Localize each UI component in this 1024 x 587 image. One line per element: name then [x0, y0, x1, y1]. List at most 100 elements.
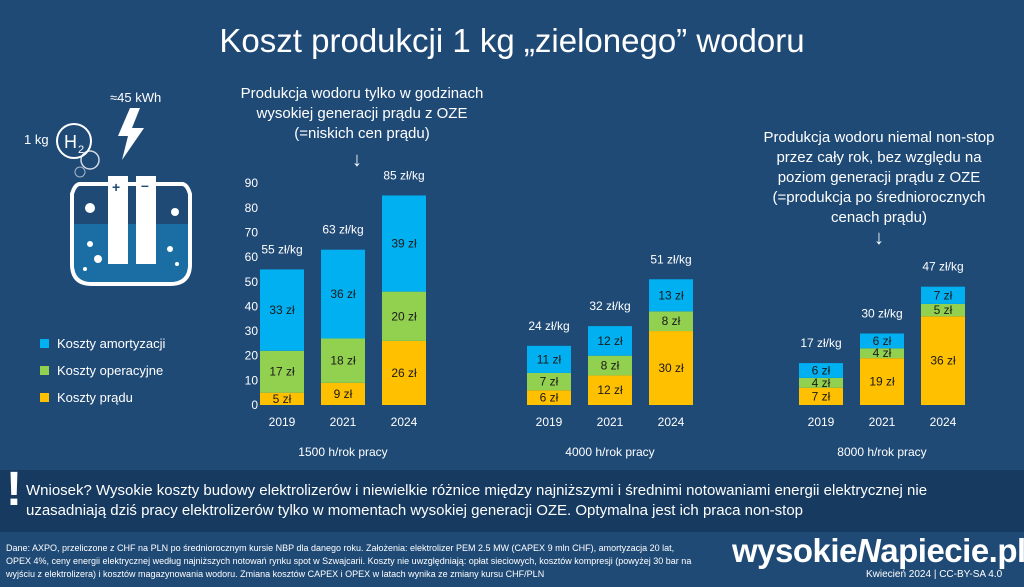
annotation-right-line-3: poziom generacji prądu z OZE [777, 169, 981, 186]
bar-segment-amortization [382, 195, 426, 292]
data-label: 12 zł [597, 383, 623, 397]
molecule-subscript: 2 [78, 144, 84, 156]
total-label: 51 zł/kg [650, 252, 691, 266]
x-tick-label: 2019 [536, 415, 563, 429]
brand-mark: N [856, 532, 881, 569]
bar-segment-electricity [527, 390, 571, 405]
bar-segment-electricity [921, 316, 965, 405]
x-tick-label: 2024 [658, 415, 685, 429]
data-label: 7 zł [934, 288, 953, 302]
bar-segment-operational [321, 338, 365, 383]
data-label: 9 zł [334, 387, 353, 401]
data-label: 6 zł [873, 334, 892, 348]
y-tick-label: 40 [245, 299, 259, 313]
data-label: 7 zł [812, 389, 831, 403]
brand-logo: wysokieNapiecie.pl [732, 532, 1024, 569]
group-label: 4000 h/rok pracy [565, 445, 654, 459]
legend-swatch [40, 393, 49, 402]
bar-segment-amortization [260, 269, 304, 351]
y-tick-label: 60 [245, 250, 259, 264]
svg-text:+: + [112, 179, 120, 195]
y-tick-label: 50 [245, 275, 259, 289]
data-label: 17 zł [269, 365, 295, 379]
molecule-label: H [64, 132, 77, 152]
annotation-right-line-5: cenach prądu) [831, 209, 927, 226]
legend-swatch [40, 366, 49, 375]
mass-label: 1 kg [24, 132, 49, 147]
legend-item-electricity: Koszty prądu [40, 390, 165, 405]
x-tick-label: 2019 [269, 415, 296, 429]
bar-segment-amortization [860, 333, 904, 349]
total-label: 30 zł/kg [861, 307, 902, 321]
x-tick-label: 2021 [330, 415, 357, 429]
y-tick-label: 20 [245, 349, 259, 363]
bar-segment-electricity [382, 340, 426, 405]
annotation-left-line-3: (=niskich cen prądu) [294, 125, 430, 142]
y-tick-label: 80 [245, 201, 259, 215]
y-tick-label: 90 [245, 176, 259, 190]
bar-segment-operational [260, 350, 304, 393]
bar-segment-amortization [527, 345, 571, 373]
page-title: Koszt produkcji 1 kg „zielonego” wodoru [219, 22, 805, 59]
total-label: 17 zł/kg [800, 336, 841, 350]
x-tick-label: 2024 [930, 415, 957, 429]
arrow-down-icon: ↓ [352, 149, 362, 171]
cost-chart: 0 10 20 30 40 50 60 70 80 90 1500 h/rok pracy 5 zł 1… [245, 168, 965, 459]
lightning-icon [118, 108, 144, 160]
y-tick-label: 0 [251, 398, 258, 412]
y-tick-label: 30 [245, 324, 259, 338]
bar-segment-operational [799, 377, 843, 388]
data-label: 19 zł [869, 375, 895, 389]
total-label: 55 zł/kg [261, 242, 302, 256]
data-label: 8 zł [662, 314, 681, 328]
data-label: 18 zł [330, 354, 356, 368]
svg-text:–: – [141, 177, 149, 193]
annotation-right-line-1: Produkcja wodoru niemal non-stop [763, 129, 995, 146]
annotation-left-line-2: wysokiej generacji prądu z OZE [256, 105, 468, 122]
bar-segment-amortization [921, 286, 965, 304]
energy-label: ≈45 kWh [110, 90, 161, 105]
annotation-right: Produkcja wodoru niemal non-stop przez c… [744, 128, 1014, 248]
bar-segment-amortization [588, 326, 632, 356]
data-label: 11 zł [537, 352, 562, 366]
publication-date: Kwiecień 2024 | CC-BY-SA 4.0 [866, 569, 1003, 580]
exclamation-icon: ! [6, 463, 22, 516]
legend-item-operational: Koszty operacyjne [40, 363, 165, 378]
bar-segment-operational [649, 311, 693, 332]
total-label: 85 zł/kg [383, 168, 424, 182]
data-label: 33 zł [269, 303, 295, 317]
total-label: 24 zł/kg [528, 319, 569, 333]
arrow-down-icon: ↓ [874, 227, 884, 249]
conclusion-box [0, 470, 1024, 532]
y-tick-label: 10 [245, 373, 259, 387]
bar-segment-operational [382, 291, 426, 341]
x-tick-label: 2019 [808, 415, 835, 429]
bar-segment-amortization [799, 363, 843, 378]
y-tick-label: 70 [245, 225, 259, 239]
x-tick-label: 2021 [597, 415, 624, 429]
total-label: 47 zł/kg [922, 260, 963, 274]
bar-segment-electricity [860, 358, 904, 405]
data-label: 36 zł [330, 287, 356, 301]
x-tick-label: 2024 [391, 415, 418, 429]
data-label: 6 zł [812, 363, 831, 377]
data-label: 30 zł [658, 361, 684, 375]
source-notes: Dane: AXPO, przeliczone z CHF na PLN po … [6, 543, 692, 579]
data-label: 26 zł [391, 366, 417, 380]
bar-segment-electricity [260, 392, 304, 405]
bar-segment-operational [860, 348, 904, 359]
conclusion-text: Wniosek? Wysokie koszty budowy elektroli… [26, 482, 928, 519]
bar-segment-operational [588, 355, 632, 376]
electrolyzer-icon: ≈45 kWh 1 kg H 2 + – [24, 90, 192, 286]
total-label: 63 zł/kg [322, 223, 363, 237]
bar-segment-amortization [321, 249, 365, 339]
annotation-left: Produkcja wodoru tylko w godzinach wysok… [222, 84, 502, 170]
annotation-left-line-1: Produkcja wodoru tylko w godzinach [240, 85, 484, 102]
bar-segment-operational [527, 372, 571, 391]
bar-segment-amortization [649, 279, 693, 312]
bar-segment-operational [921, 303, 965, 317]
data-label: 6 zł [540, 391, 559, 405]
legend-swatch [40, 339, 49, 348]
data-label: 4 zł [873, 346, 892, 360]
group-label: 1500 h/rok pracy [298, 445, 387, 459]
